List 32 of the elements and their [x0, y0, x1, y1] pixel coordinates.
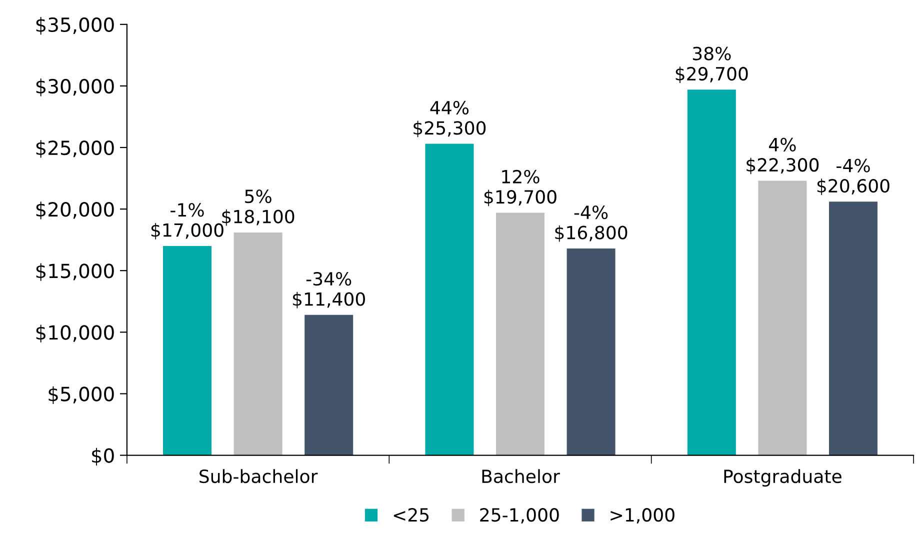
x-tick-label: Sub-bachelor [200, 469, 318, 484]
y-tick-label: $10,000 [36, 324, 114, 342]
data-label: 4% $22,300 [746, 138, 819, 174]
data-label: -34% $11,400 [293, 272, 365, 308]
legend-label: 25-1,000 [480, 508, 559, 524]
x-tick-label: Postgraduate [724, 469, 842, 487]
data-label: 5% $18,100 [222, 190, 294, 226]
bar [425, 144, 474, 456]
data-label: -4% $16,800 [555, 206, 628, 242]
y-tick-label: $15,000 [36, 263, 114, 281]
data-label: -4% $20,600 [817, 158, 890, 196]
y-tick-label: $25,000 [36, 140, 114, 158]
legend-label: <25 [394, 508, 429, 522]
y-tick-label: $20,000 [36, 202, 114, 220]
bar [234, 232, 282, 456]
bar [496, 212, 545, 456]
data-label: 44% $25,300 [414, 100, 486, 138]
y-tick-label: $35,000 [36, 17, 114, 35]
data-label: 38% $29,700 [676, 46, 748, 83]
data-label: -1% $17,000 [151, 203, 224, 240]
x-tick-label: Bachelor [482, 469, 560, 484]
bar [566, 248, 616, 456]
bar [687, 90, 736, 456]
legend-label: >1,000 [610, 508, 674, 524]
data-label: 12% $19,700 [484, 170, 556, 206]
bar [758, 180, 807, 456]
bar [829, 202, 878, 456]
bar [304, 314, 354, 456]
y-tick-label: $30,000 [36, 78, 114, 96]
bar [163, 246, 212, 456]
y-tick-label: $0 [92, 448, 114, 466]
y-tick-label: $5,000 [48, 386, 114, 404]
